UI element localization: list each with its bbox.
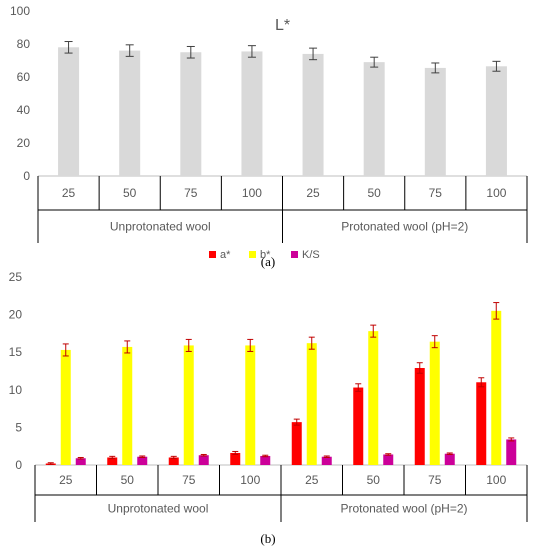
chart-a-category-label: 75 <box>429 186 443 200</box>
chart-b-category-label: 50 <box>367 473 381 487</box>
chart-b-bar <box>230 452 241 465</box>
chart-a-title: L* <box>275 17 290 34</box>
chart-b-bar <box>321 456 332 465</box>
chart-a-bar <box>180 52 202 176</box>
chart-b-legend-label: a* <box>220 249 231 261</box>
chart-b-y-tick-label: 0 <box>15 458 22 472</box>
chart-b-bar <box>306 343 317 465</box>
chart-a-y-tick-label: 20 <box>17 136 31 150</box>
chart-b-category-label: 75 <box>182 473 196 487</box>
chart-b-bar <box>444 453 455 465</box>
chart-b-bar <box>75 458 86 465</box>
chart-b-y-tick-label: 10 <box>9 383 23 397</box>
chart-b-bar <box>183 345 194 465</box>
chart-b-y-tick-label: 25 <box>9 270 23 284</box>
chart-b-bar <box>122 346 133 465</box>
chart-a-y-tick-label: 0 <box>23 169 30 183</box>
chart-b-bar <box>168 457 179 465</box>
chart-a-bar <box>58 47 80 176</box>
chart-a-bar <box>241 51 263 176</box>
chart-a-group-label: Unprotonated wool <box>110 220 211 234</box>
chart-a-bar <box>424 67 446 176</box>
chart-b-bar <box>429 341 440 465</box>
chart-b-bar <box>491 310 502 465</box>
chart-b-y-tick-label: 15 <box>9 345 23 359</box>
chart-b-bar <box>506 439 517 465</box>
chart-a-category-label: 75 <box>184 186 198 200</box>
chart-b-category-label: 25 <box>59 473 73 487</box>
chart-a-caption: (a) <box>261 254 275 269</box>
chart-b-bar <box>368 331 379 465</box>
chart-b-bar <box>383 454 394 465</box>
chart-a-group-label: Protonated wool (pH=2) <box>341 220 468 234</box>
chart-b-bar <box>260 455 271 465</box>
chart-a-category-label: 50 <box>368 186 382 200</box>
chart-b-category-label: 100 <box>486 473 506 487</box>
chart-a-bar <box>119 50 141 176</box>
chart-a-category-label: 100 <box>242 186 262 200</box>
chart-a-bar <box>485 66 507 176</box>
chart-b-bar <box>107 457 118 465</box>
chart-b-legend-swatch <box>249 251 256 258</box>
chart-a-y-tick-label: 80 <box>17 37 31 51</box>
chart-b-caption: (b) <box>260 531 275 546</box>
chart-b-y-tick-label: 5 <box>15 420 22 434</box>
chart-a-category-label: 25 <box>306 186 320 200</box>
chart-b-legend-label: b* <box>260 249 271 261</box>
chart-a-y-tick-label: 40 <box>17 103 31 117</box>
chart-b-bar <box>353 387 364 465</box>
chart-b-category-label: 100 <box>240 473 260 487</box>
chart-b-bar <box>414 367 425 465</box>
chart-b-bar <box>245 345 256 465</box>
chart-a-bar <box>302 53 324 176</box>
chart-b-group-label: Protonated wool (pH=2) <box>340 502 467 516</box>
chart-b-legend-swatch <box>291 251 298 258</box>
chart-a-y-tick-label: 60 <box>17 70 31 84</box>
chart-b-category-label: 75 <box>428 473 442 487</box>
chart-b-legend-swatch <box>209 251 216 258</box>
chart-a-y-tick-label: 100 <box>10 4 30 18</box>
chart-a-bar <box>363 62 385 176</box>
chart-b-bar <box>291 422 302 465</box>
chart-b-bar <box>137 456 148 465</box>
chart-b-legend-label: K/S <box>302 249 320 261</box>
chart-b-bar <box>198 455 209 465</box>
chart-a-category-label: 25 <box>62 186 76 200</box>
chart-a-category-label: 50 <box>123 186 137 200</box>
chart-b-category-label: 25 <box>305 473 319 487</box>
chart-a-lightness: 0 20 40 60 80 100 25 50 75 100 25 50 75 100 Unprotonat… <box>10 4 528 269</box>
chart-b-bar <box>476 382 487 465</box>
chart-b-bar <box>60 349 71 465</box>
chart-b-group-label: Unprotonated wool <box>108 502 209 516</box>
chart-b-category-label: 50 <box>121 473 135 487</box>
chart-a-category-label: 100 <box>486 186 506 200</box>
chart-b-y-tick-label: 20 <box>9 308 23 322</box>
chart-b-color-coordinates: 0 5 10 15 20 25 25 50 75 100 25 50 75 100 Unprotonated… <box>9 249 528 546</box>
